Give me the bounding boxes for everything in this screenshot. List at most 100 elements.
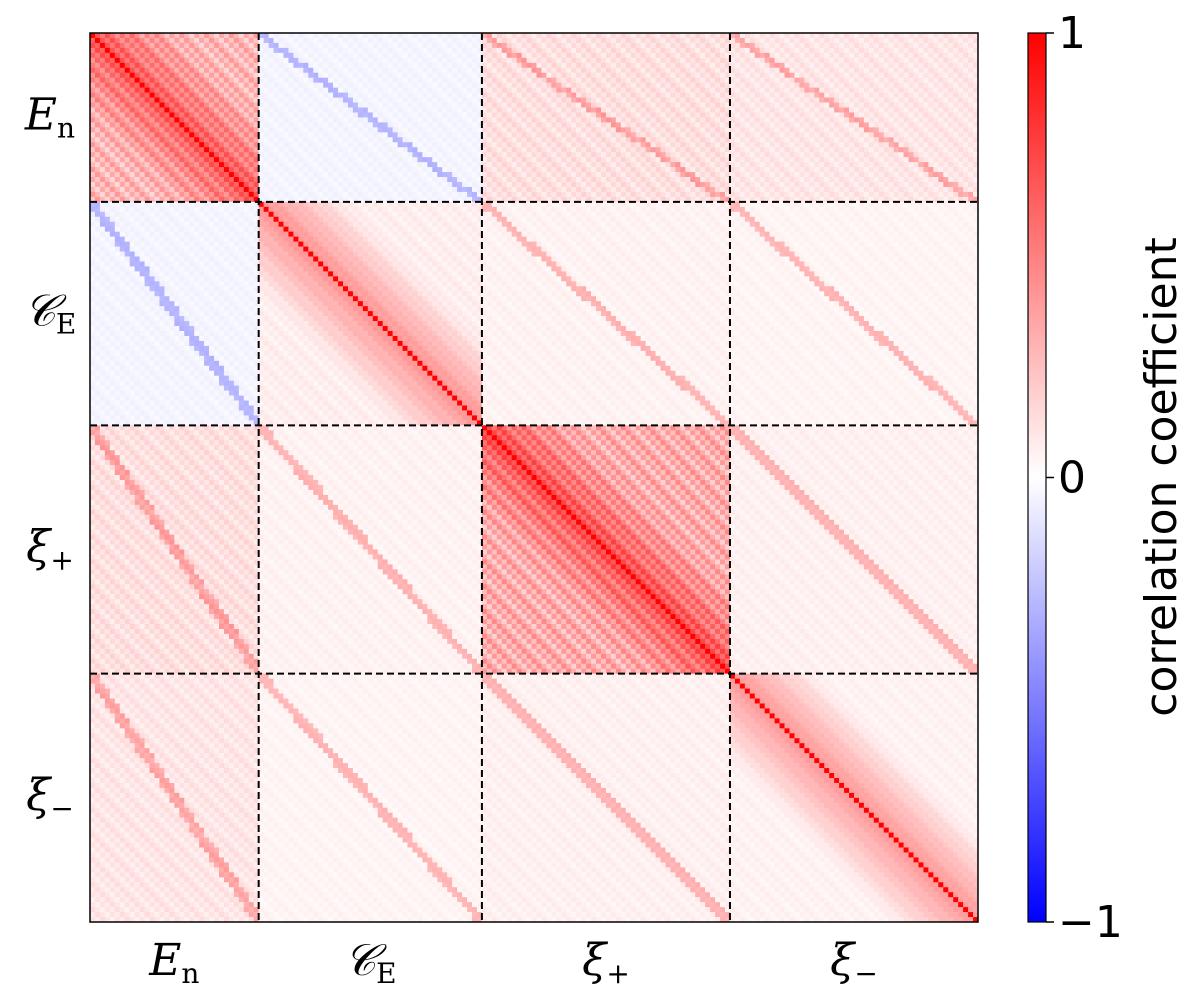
heatmap-cell: [298, 152, 304, 158]
heatmap-cell: [938, 107, 944, 113]
heatmap-cell: [154, 57, 160, 64]
heatmap-cell: [610, 97, 617, 103]
heatmap-cell: [189, 72, 195, 78]
heatmap-cell: [164, 37, 170, 44]
heatmap-cell: [734, 157, 741, 163]
heatmap-cell: [675, 97, 681, 103]
heatmap-cell: [586, 92, 592, 98]
heatmap-cell: [343, 92, 349, 98]
heatmap-cell: [596, 142, 602, 148]
heatmap-cell: [918, 47, 924, 54]
heatmap-cell: [144, 62, 150, 69]
heatmap-cell: [392, 77, 398, 83]
heatmap-cell: [675, 67, 681, 74]
heatmap-cell: [754, 127, 761, 133]
heatmap-cell: [268, 33, 274, 39]
heatmap-cell: [154, 117, 160, 123]
heatmap-cell: [868, 77, 875, 83]
heatmap-cell: [863, 52, 870, 59]
heatmap-cell: [471, 97, 478, 103]
heatmap-cell: [774, 152, 780, 158]
heatmap-cell: [943, 122, 949, 128]
heatmap-cell: [223, 102, 230, 108]
heatmap-cell: [660, 147, 666, 153]
heatmap-cell: [908, 47, 914, 54]
heatmap-cell: [680, 102, 686, 108]
heatmap-cell: [898, 57, 904, 64]
heatmap-cell: [333, 112, 339, 118]
heatmap-cell: [754, 122, 761, 128]
heatmap-cell: [933, 57, 939, 64]
heatmap-cell: [134, 52, 140, 59]
heatmap-cell: [169, 92, 175, 98]
heatmap-cell: [739, 82, 746, 88]
heatmap-cell: [605, 137, 612, 143]
heatmap-cell: [159, 102, 165, 108]
heatmap-cell: [233, 52, 240, 59]
heatmap-cell: [660, 152, 666, 158]
heatmap-cell: [720, 127, 726, 133]
heatmap-cell: [233, 37, 240, 44]
heatmap-cell: [873, 132, 880, 138]
heatmap-cell: [422, 117, 428, 123]
heatmap-cell: [253, 157, 259, 163]
heatmap-cell: [318, 132, 324, 138]
heatmap-cell: [581, 107, 587, 113]
heatmap-cell: [958, 127, 964, 133]
heatmap-cell: [576, 87, 582, 93]
heatmap-cell: [799, 147, 805, 153]
heatmap-cell: [159, 157, 165, 163]
heatmap-cell: [377, 97, 383, 103]
heatmap-cell: [367, 112, 374, 118]
heatmap-cell: [114, 147, 121, 153]
heatmap-cell: [194, 97, 200, 103]
heatmap-cell: [953, 122, 959, 128]
heatmap-cell: [754, 117, 761, 123]
heatmap-cell: [303, 37, 309, 44]
heatmap-cell: [551, 82, 557, 88]
heatmap-cell: [774, 117, 780, 123]
heatmap-cell: [849, 167, 855, 173]
heatmap-cell: [114, 127, 121, 133]
heatmap-cell: [189, 152, 195, 158]
heatmap-cell: [407, 57, 413, 64]
heatmap-cell: [556, 47, 562, 54]
heatmap-cell: [938, 117, 944, 123]
heatmap-cell: [660, 52, 666, 59]
heatmap-cell: [610, 67, 617, 74]
heatmap-cell: [814, 147, 820, 153]
heatmap-cell: [576, 52, 582, 59]
heatmap-cell: [933, 162, 939, 168]
heatmap-cell: [506, 147, 512, 153]
heatmap-cell: [923, 42, 929, 49]
heatmap-cell: [109, 132, 116, 138]
heatmap-cell: [228, 122, 235, 128]
heatmap-cell: [94, 57, 101, 64]
heatmap-cell: [397, 137, 403, 143]
heatmap-cell: [457, 107, 463, 113]
heatmap-cell: [556, 122, 562, 128]
heatmap-cell: [511, 102, 517, 108]
heatmap-cell: [784, 72, 790, 78]
heatmap-cell: [720, 97, 726, 103]
heatmap-cell: [90, 142, 96, 148]
heatmap-cell: [868, 147, 875, 153]
heatmap-cell: [452, 92, 458, 98]
heatmap-cell: [913, 147, 919, 153]
heatmap-cell: [119, 92, 126, 98]
heatmap-cell: [218, 157, 225, 163]
heatmap-cell: [834, 57, 840, 64]
heatmap-cell: [883, 162, 889, 168]
heatmap-cell: [541, 162, 547, 168]
heatmap-cell: [124, 47, 130, 54]
heatmap-cell: [273, 157, 279, 163]
heatmap-cell: [600, 62, 607, 69]
heatmap-cell: [630, 87, 636, 93]
heatmap-cell: [670, 42, 676, 49]
heatmap-cell: [308, 122, 314, 128]
heatmap-cell: [610, 117, 617, 123]
heatmap-cell: [481, 42, 488, 49]
heatmap-cell: [958, 47, 964, 54]
heatmap-cell: [119, 97, 126, 103]
heatmap-cell: [194, 112, 200, 118]
